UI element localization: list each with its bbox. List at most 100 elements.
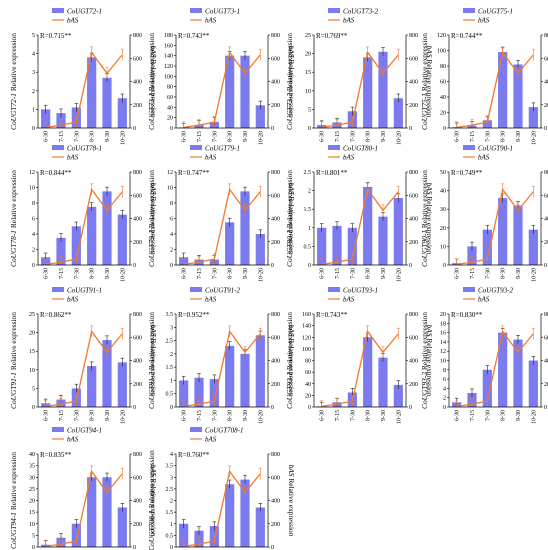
y2-axis-title: bAS Relative expression (149, 325, 158, 397)
y2-tick-label: 600 (409, 56, 418, 62)
y-tick-label: 30 (29, 475, 35, 481)
y2-tick-label: 200 (409, 240, 418, 246)
y2-axis-title: bAS Relative expression (425, 183, 434, 255)
y-axis-title-text: Relative expression (285, 170, 294, 228)
bar (225, 222, 235, 265)
x-tick-label: 8-30 (366, 410, 372, 421)
y-tick-label: 120 (437, 33, 446, 39)
y-tick-label: 4 (32, 52, 35, 58)
y-tick-label: 6 (32, 217, 35, 223)
y-tick-label: 180 (164, 33, 173, 39)
x-tick-label: 10-20 (120, 410, 126, 424)
legend-bas-label: bAS (343, 296, 355, 304)
y2-tick-label: 0 (271, 545, 274, 550)
y-axis-title-gene: CoUGT80-1 (285, 230, 294, 267)
bas-line (45, 187, 123, 266)
x-tick-label: 9-30 (381, 410, 387, 421)
y2-tick-label: 600 (409, 193, 418, 199)
legend-bar-swatch (52, 287, 64, 292)
y2-tick-label: 600 (271, 475, 280, 481)
y-tick-label: 10 (440, 359, 446, 365)
bar (332, 225, 342, 265)
y-axis-title-gene: CoUGT91-2 (147, 372, 156, 409)
y2-tick-label: 400 (271, 499, 280, 505)
y-tick-label: 3.5 (166, 464, 174, 470)
bar (513, 339, 523, 407)
correlation-label: R=0.743** (178, 32, 210, 40)
legend-bar-swatch (328, 8, 340, 13)
bas-line (321, 329, 399, 408)
x-tick-label: 10-20 (531, 131, 537, 145)
y-tick-label: 10 (167, 186, 173, 192)
y-axis-title-text: Relative expression (147, 170, 156, 228)
y2-tick-label: 0 (133, 126, 136, 132)
y2-tick-label: 200 (271, 382, 280, 388)
y-tick-label: 1 (170, 378, 173, 384)
x-tick-label: 6-30 (182, 268, 188, 279)
bas-line (183, 329, 261, 408)
x-tick-label: 10-20 (258, 410, 264, 424)
x-tick-label: 7-15 (335, 268, 341, 279)
y-tick-label: 25 (29, 487, 35, 493)
y2-tick-label: 400 (271, 359, 280, 365)
legend-bar-swatch (52, 427, 64, 432)
legend-bas-label: bAS (205, 436, 217, 444)
x-tick-label: 9-30 (105, 131, 111, 142)
x-tick-label: 7-30 (74, 268, 80, 279)
bas-line (456, 187, 534, 266)
bar (194, 377, 204, 407)
x-tick-label: 8-30 (228, 268, 234, 279)
y-tick-label: 120 (302, 335, 311, 341)
x-tick-label: 6-30 (182, 131, 188, 142)
y2-tick-label: 200 (133, 522, 142, 528)
legend-gene-label: CoUGT93-2 (478, 287, 514, 295)
y2-tick-label: 0 (133, 263, 136, 269)
y-axis-title-gene: CoUGT78-1 (9, 230, 18, 267)
y2-tick-label: 800 (409, 170, 418, 176)
y2-tick-label: 0 (544, 126, 547, 132)
chart-panel: CoUGT94-1bASR=0.835**0510152025303540020… (9, 427, 158, 550)
chart-panel: CoUGT91-1bASR=0.862**0510152025020040060… (9, 287, 158, 425)
y-axis-title-text: Relative expression (420, 312, 429, 370)
y-axis-title-gene: CoUGT72-1 (9, 93, 18, 130)
chart-panel: CoUGT79-1bASR=0.747**0246810120200400600… (147, 145, 296, 283)
y-axis-title-text: Relative expression (420, 33, 429, 91)
correlation-label: R=0.769** (316, 32, 348, 40)
legend-bas-label: bAS (67, 436, 79, 444)
x-tick-label: 9-30 (516, 131, 522, 142)
x-tick-label: 7-15 (59, 410, 65, 421)
y-tick-label: 0 (32, 405, 35, 411)
legend-bar-swatch (328, 145, 340, 150)
y-tick-label: 30 (440, 207, 446, 213)
y-axis-title: CoUGT708-1 Relative expression (147, 450, 156, 550)
bar (513, 64, 523, 128)
y2-axis-title: bAS Relative expression (149, 465, 158, 537)
legend-bar-swatch (52, 145, 64, 150)
y-axis-title-text: Relative expression (147, 33, 156, 91)
y2-tick-label: 200 (133, 240, 142, 246)
y2-tick-label: 600 (133, 475, 142, 481)
legend-bar-swatch (52, 8, 64, 13)
y-tick-label: 1.5 (166, 365, 174, 371)
bar (240, 353, 250, 407)
bar (378, 216, 388, 265)
y-tick-label: 20 (29, 331, 35, 337)
bar (240, 191, 250, 265)
y2-tick-label: 0 (544, 405, 547, 411)
y-tick-label: 0 (308, 126, 311, 132)
y-axis-title: CoUGT72-1 Relative expression (9, 33, 18, 130)
correlation-label: R=0.830** (451, 311, 483, 319)
x-tick-label: 6-30 (320, 410, 326, 421)
bar (393, 198, 403, 265)
legend-gene-label: CoUGT73-1 (205, 8, 240, 16)
y2-tick-label: 800 (409, 312, 418, 318)
y-tick-label: 2 (170, 499, 173, 505)
correlation-label: R=0.952** (178, 311, 210, 319)
y-tick-label: 10 (29, 368, 35, 374)
bar (87, 477, 97, 547)
chart-panel: CoUGT80-1bASR=0.801**00.511.522.50200400… (285, 145, 434, 283)
y-tick-label: 0 (170, 545, 173, 550)
y-tick-label: 3 (170, 325, 173, 331)
correlation-label: R=0.844** (40, 169, 72, 177)
